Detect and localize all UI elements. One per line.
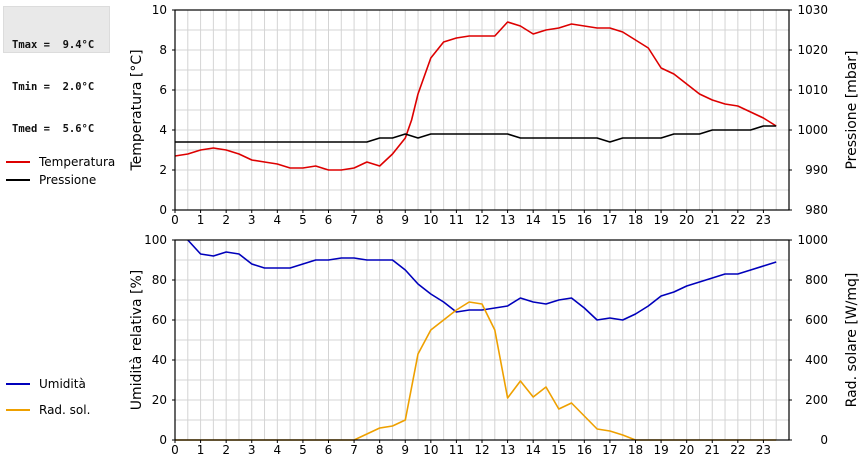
bottom-y-right-tick-label: 600 xyxy=(805,313,828,327)
bottom-y-tick-label: 0 xyxy=(159,433,167,447)
top-y-tick-label: 6 xyxy=(159,83,167,97)
top-x-tick-label: 4 xyxy=(274,213,282,227)
bottom-x-tick-label: 1 xyxy=(197,443,205,457)
top-y-right-tick-label: 1000 xyxy=(797,123,828,137)
top-legend-label: Temperatura xyxy=(38,155,115,169)
top-x-tick-label: 7 xyxy=(350,213,358,227)
bottom-x-tick-label: 20 xyxy=(679,443,694,457)
bottom-y-right-tick-label: 800 xyxy=(805,273,828,287)
bottom-x-tick-label: 17 xyxy=(602,443,617,457)
top-series-line-0 xyxy=(174,21,777,171)
top-x-tick-label: 21 xyxy=(705,213,720,227)
bottom-x-tick-label: 5 xyxy=(299,443,307,457)
top-y-tick-label: 10 xyxy=(152,3,167,17)
bottom-legend-label: Umidità xyxy=(39,377,86,391)
top-x-tick-label: 5 xyxy=(299,213,307,227)
bottom-x-tick-label: 19 xyxy=(653,443,668,457)
top-y-right-axis-title: Pressione [mbar] xyxy=(844,50,860,169)
bottom-y-tick-label: 100 xyxy=(144,233,167,247)
bottom-y-right-tick-label: 0 xyxy=(820,433,828,447)
top-x-tick-label: 13 xyxy=(500,213,515,227)
top-series-line-1 xyxy=(175,125,777,143)
top-y-tick-label: 0 xyxy=(159,203,167,217)
bottom-x-tick-label: 6 xyxy=(325,443,333,457)
bottom-y-right-tick-label: 400 xyxy=(805,353,828,367)
bottom-x-tick-label: 8 xyxy=(376,443,384,457)
bottom-x-tick-label: 10 xyxy=(423,443,438,457)
top-x-tick-label: 3 xyxy=(248,213,256,227)
top-y-right-tick-label: 1010 xyxy=(797,83,828,97)
bottom-x-tick-label: 13 xyxy=(500,443,515,457)
bottom-x-tick-label: 18 xyxy=(628,443,643,457)
bottom-x-tick-label: 4 xyxy=(274,443,282,457)
top-legend-label: Pressione xyxy=(39,173,96,187)
bottom-y-right-axis-title: Rad. solare [W/mq] xyxy=(844,273,860,408)
top-y-right-tick-label: 980 xyxy=(805,203,828,217)
bottom-x-tick-label: 15 xyxy=(551,443,566,457)
top-y-tick-label: 2 xyxy=(159,163,167,177)
top-y-right-tick-label: 990 xyxy=(805,163,828,177)
top-y-right-tick-label: 1030 xyxy=(797,3,828,17)
top-x-tick-label: 19 xyxy=(653,213,668,227)
bottom-series-line-0 xyxy=(187,239,777,321)
top-x-tick-label: 18 xyxy=(628,213,643,227)
tmin-text: Tmin = 2.0°C xyxy=(12,81,95,93)
top-x-tick-label: 11 xyxy=(449,213,464,227)
bottom-y-tick-label: 40 xyxy=(152,353,167,367)
stats-box: Tmax = 9.4°C Tmin = 2.0°C Tmed = 5.6°C xyxy=(3,6,110,135)
top-y-tick-label: 8 xyxy=(159,43,167,57)
bottom-series-line-1 xyxy=(175,301,777,441)
top-x-tick-label: 12 xyxy=(474,213,489,227)
bottom-x-tick-label: 12 xyxy=(474,443,489,457)
top-x-tick-label: 15 xyxy=(551,213,566,227)
bottom-x-tick-label: 22 xyxy=(730,443,745,457)
bottom-y-axis-title: Umidità relativa [%] xyxy=(129,270,145,411)
tmax-text: Tmax = 9.4°C xyxy=(12,39,95,51)
bottom-legend-label: Rad. sol. xyxy=(39,403,90,417)
top-x-tick-label: 20 xyxy=(679,213,694,227)
bottom-x-tick-label: 3 xyxy=(248,443,256,457)
top-x-tick-label: 10 xyxy=(423,213,438,227)
bottom-y-tick-label: 60 xyxy=(152,313,167,327)
bottom-x-tick-label: 9 xyxy=(401,443,409,457)
top-x-tick-label: 16 xyxy=(577,213,592,227)
top-x-tick-label: 1 xyxy=(197,213,205,227)
bottom-x-tick-label: 16 xyxy=(577,443,592,457)
bottom-y-tick-label: 80 xyxy=(152,273,167,287)
bottom-y-right-tick-label: 1000 xyxy=(797,233,828,247)
top-y-right-tick-label: 1020 xyxy=(797,43,828,57)
bottom-x-tick-label: 21 xyxy=(705,443,720,457)
top-x-tick-label: 2 xyxy=(222,213,230,227)
top-x-tick-label: 8 xyxy=(376,213,384,227)
top-y-tick-label: 4 xyxy=(159,123,167,137)
bottom-x-tick-label: 2 xyxy=(222,443,230,457)
tmed-text: Tmed = 5.6°C xyxy=(12,123,95,135)
bottom-x-tick-label: 23 xyxy=(756,443,771,457)
top-x-tick-label: 17 xyxy=(602,213,617,227)
bottom-x-tick-label: 0 xyxy=(171,443,179,457)
top-x-tick-label: 14 xyxy=(526,213,541,227)
top-x-tick-label: 23 xyxy=(756,213,771,227)
top-x-tick-label: 9 xyxy=(401,213,409,227)
top-x-tick-label: 22 xyxy=(730,213,745,227)
bottom-y-right-tick-label: 200 xyxy=(805,393,828,407)
top-x-tick-label: 0 xyxy=(171,213,179,227)
top-y-axis-title: Temperatura [°C] xyxy=(129,49,145,171)
bottom-x-tick-label: 7 xyxy=(350,443,358,457)
top-x-tick-label: 6 xyxy=(325,213,333,227)
bottom-y-tick-label: 20 xyxy=(152,393,167,407)
bottom-x-tick-label: 14 xyxy=(526,443,541,457)
bottom-x-tick-label: 11 xyxy=(449,443,464,457)
